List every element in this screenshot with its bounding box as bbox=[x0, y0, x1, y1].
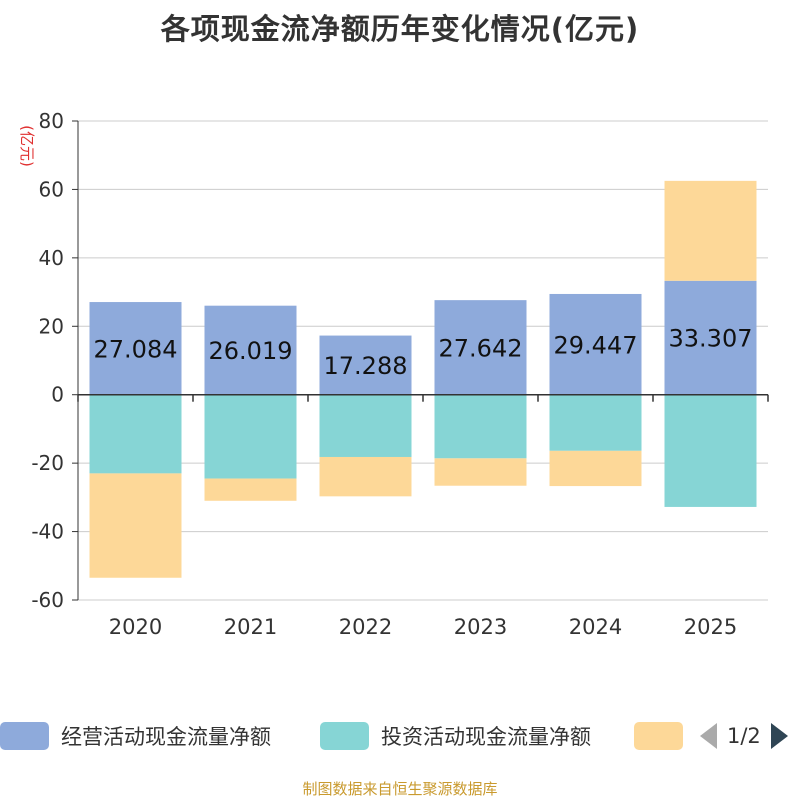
pager-next-icon[interactable] bbox=[770, 723, 788, 749]
y-tick-label: 40 bbox=[39, 246, 64, 270]
legend: 经营活动现金流量净额 投资活动现金流量净额 bbox=[0, 716, 800, 756]
bar-investing-2023 bbox=[434, 394, 527, 459]
legend-label-operating: 经营活动现金流量净额 bbox=[61, 725, 271, 749]
source-note: 制图数据来自恒生聚源数据库 bbox=[302, 780, 498, 798]
legend-item-operating[interactable]: 经营活动现金流量净额 bbox=[0, 716, 271, 756]
bar-investing-2021 bbox=[204, 394, 297, 479]
y-axis-unit-label: (亿元) bbox=[18, 125, 36, 167]
y-tick-label: 0 bbox=[51, 383, 64, 407]
bar-operating-2020 bbox=[89, 302, 182, 395]
x-tick-label: 2022 bbox=[339, 615, 392, 639]
x-tick-label: 2024 bbox=[569, 615, 622, 639]
pager-text: 1/2 bbox=[727, 724, 761, 748]
bar-operating-2022 bbox=[319, 335, 412, 395]
bar-financing-2021 bbox=[204, 478, 297, 501]
bars bbox=[89, 180, 757, 578]
y-tick-label: -60 bbox=[31, 588, 64, 612]
x-tick-label: 2023 bbox=[454, 615, 507, 639]
bar-financing-2023 bbox=[434, 458, 527, 486]
data-label-operating-2025: 33.307 bbox=[669, 325, 753, 353]
bar-investing-2024 bbox=[549, 394, 642, 451]
legend-swatch-financing bbox=[634, 722, 683, 750]
legend-item-investing[interactable]: 投资活动现金流量净额 bbox=[320, 716, 591, 756]
y-tick-label: 80 bbox=[39, 109, 64, 133]
bar-investing-2020 bbox=[89, 394, 182, 474]
data-label-operating-2020: 27.084 bbox=[94, 335, 178, 363]
data-label-operating-2021: 26.019 bbox=[209, 337, 293, 365]
chart-title: 各项现金流净额历年变化情况(亿元) bbox=[160, 12, 640, 46]
bar-investing-2025 bbox=[664, 394, 757, 507]
x-tick-label: 2021 bbox=[224, 615, 277, 639]
x-tick-label: 2025 bbox=[684, 615, 737, 639]
data-label-operating-2022: 17.288 bbox=[324, 352, 408, 380]
y-tick-label: -40 bbox=[31, 520, 64, 544]
bar-financing-2020 bbox=[89, 473, 182, 578]
axes: -60 -40 -20 0 20 40 60 80(亿元) 2020 2021 2022 2023 20… bbox=[18, 109, 769, 639]
bar-financing-2025 bbox=[664, 180, 757, 281]
bar-operating-2021 bbox=[204, 305, 297, 395]
bar-operating-2023 bbox=[434, 300, 527, 395]
legend-pager: 1/2 bbox=[700, 716, 788, 756]
pager-prev-icon[interactable] bbox=[700, 723, 717, 749]
legend-label-investing: 投资活动现金流量净额 bbox=[381, 725, 591, 749]
bar-financing-2022 bbox=[319, 456, 412, 497]
x-tick-label: 2020 bbox=[109, 615, 162, 639]
bar-operating-2024 bbox=[549, 293, 642, 395]
bar-investing-2022 bbox=[319, 394, 412, 457]
stacked-bar-chart: -60 -40 -20 0 20 40 60 80(亿元) 2020 2021 2022 2023 20… bbox=[18, 109, 769, 639]
data-labels: 27.084 26.019 17.288 27.642 29.447 33.307 bbox=[94, 325, 753, 380]
gridlines bbox=[78, 120, 768, 601]
legend-swatch-operating bbox=[0, 722, 49, 750]
y-tick-label: 60 bbox=[39, 177, 64, 201]
data-label-operating-2023: 27.642 bbox=[439, 334, 523, 362]
legend-swatch-investing bbox=[320, 722, 369, 750]
y-tick-label: 20 bbox=[39, 314, 64, 338]
bar-operating-2025 bbox=[664, 280, 757, 395]
legend-item-financing[interactable] bbox=[634, 716, 683, 756]
bar-financing-2024 bbox=[549, 450, 642, 487]
data-label-operating-2024: 29.447 bbox=[554, 331, 638, 359]
y-tick-label: -20 bbox=[31, 451, 64, 475]
